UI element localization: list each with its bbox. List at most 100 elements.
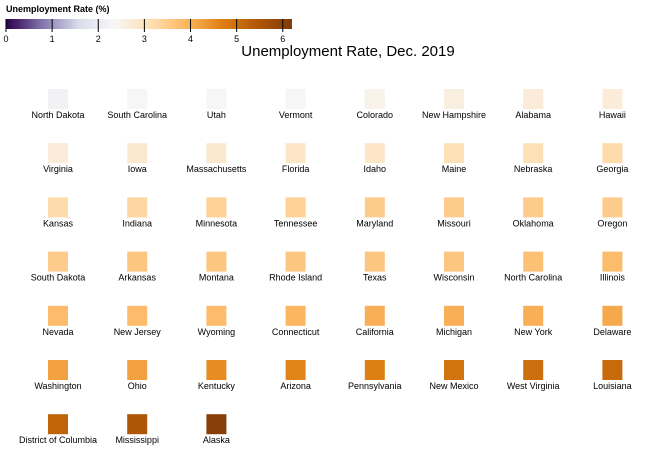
state-square [364,305,385,326]
state-label: Kansas [43,218,74,228]
state-label: North Dakota [31,110,84,120]
state-square [523,251,544,272]
state-cell: Arizona [280,360,311,391]
state-cell: Missouri [437,197,471,228]
state-label: Colorado [357,110,394,120]
state-label: New York [514,327,553,337]
state-label: Connecticut [272,327,320,337]
legend-tick-label: 4 [188,34,193,44]
state-square [48,414,68,435]
state-cell: Nevada [42,305,74,337]
state-cell: Maine [442,143,467,174]
state-label: North Carolina [504,273,562,283]
state-cell: South Dakota [31,251,85,283]
legend-tick-label: 6 [280,34,285,44]
state-square [364,251,385,272]
legend-tick-label: 1 [50,34,55,44]
state-square [523,89,544,109]
legend-tick-label: 2 [96,34,101,44]
state-square [285,89,306,109]
state-label: Utah [207,110,226,120]
state-label: Delaware [593,327,631,337]
state-label: Tennessee [274,218,318,228]
state-label: Maine [442,164,467,174]
state-cell: Mississippi [115,414,159,445]
state-cell: South Carolina [107,89,167,120]
state-square [206,305,227,326]
state-square [523,360,544,380]
state-cell: Alaska [203,414,230,445]
state-cell: Alabama [515,89,551,120]
state-label: Florida [282,164,310,174]
state-label: Louisiana [593,381,632,391]
state-square [127,251,148,272]
state-label: Montana [199,273,234,283]
state-cell: Wisconsin [433,251,475,283]
state-square [285,143,306,164]
state-label: Rhode Island [269,273,322,283]
state-label: Arkansas [118,273,156,283]
state-square [127,414,148,435]
state-cell: Colorado [357,89,394,120]
state-label: New Jersey [114,327,162,337]
state-square [206,414,227,435]
state-cell: Minnesota [196,197,238,228]
state-cell: Utah [206,89,227,120]
state-square [285,197,306,218]
state-cell: Florida [282,143,310,174]
state-label: South Carolina [107,110,167,120]
state-label: Virginia [43,164,73,174]
state-square [444,251,464,272]
state-square [206,251,227,272]
state-square [523,143,544,164]
state-cell: Rhode Island [269,251,322,283]
state-cell: New Jersey [114,305,162,337]
state-cell: Nebraska [514,143,552,174]
state-square [602,251,623,272]
state-label: Iowa [128,164,147,174]
state-square [285,305,306,326]
state-square [602,197,623,218]
state-cell: Massachusetts [186,143,247,174]
state-label: Maryland [356,218,393,228]
state-square [444,89,464,109]
state-cell: Connecticut [272,305,320,337]
state-square [602,360,623,380]
state-cell: Ohio [127,360,148,391]
state-cell: Delaware [593,305,631,337]
state-cell: Wyoming [198,305,235,337]
state-cell: New Mexico [429,360,479,391]
state-square [602,89,623,109]
state-square [285,251,306,272]
color-legend: Unemployment Rate (%) 0 1 2 3 4 5 6 [3,4,292,44]
state-cell: North Carolina [504,251,562,283]
state-label: West Virginia [507,381,560,391]
state-square [48,305,68,326]
state-square [206,89,227,109]
state-cell: Texas [363,251,387,283]
state-square [523,305,544,326]
state-label: Nevada [42,327,73,337]
legend-title: Unemployment Rate (%) [6,4,110,14]
state-square [127,197,148,218]
state-label: Wyoming [198,327,235,337]
state-cell: Illinois [600,251,626,283]
state-label: California [356,327,394,337]
state-square [444,197,464,218]
state-cell: Michigan [436,305,472,337]
state-label: Illinois [600,273,626,283]
state-square [206,360,227,380]
state-square [206,143,227,164]
state-cell: Washington [34,360,82,391]
state-square [523,197,544,218]
state-label: Minnesota [196,218,238,228]
state-square [127,360,148,380]
state-square [127,89,148,109]
state-label: Oklahoma [513,218,554,228]
state-label: District of Columbia [19,435,97,445]
state-square [364,89,385,109]
state-square [444,360,464,380]
state-label: Mississippi [115,435,159,445]
state-label: Texas [363,273,387,283]
